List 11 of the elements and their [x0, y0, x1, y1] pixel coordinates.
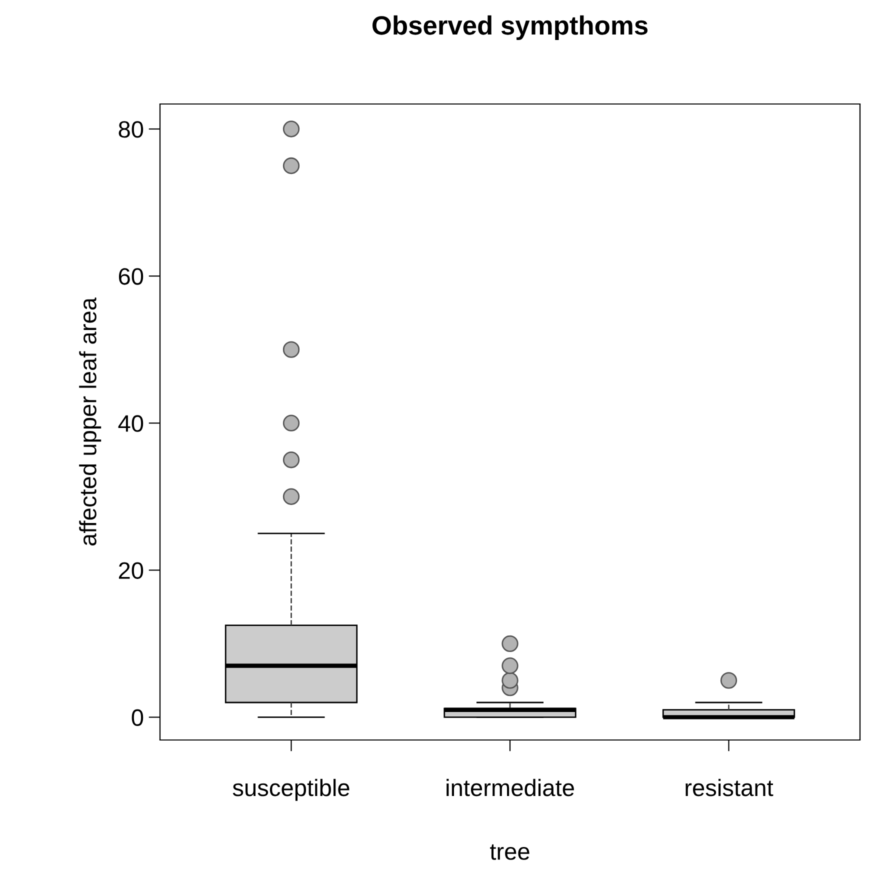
y-tick-label: 40 — [118, 415, 144, 432]
chart-title: Observed sympthoms — [372, 15, 648, 40]
y-axis-title: affected upper leaf area — [79, 297, 102, 546]
x-axis-title: tree — [490, 844, 530, 860]
y-tick-label: 0 — [132, 709, 144, 726]
y-tick-label: 80 — [118, 121, 144, 138]
x-tick-label: susceptible — [232, 778, 350, 801]
y-tick-label: 20 — [118, 562, 144, 579]
x-tick-label: resistant — [686, 778, 774, 796]
y-tick-label: 60 — [118, 268, 144, 285]
x-tick-label: intermediate — [446, 778, 574, 796]
